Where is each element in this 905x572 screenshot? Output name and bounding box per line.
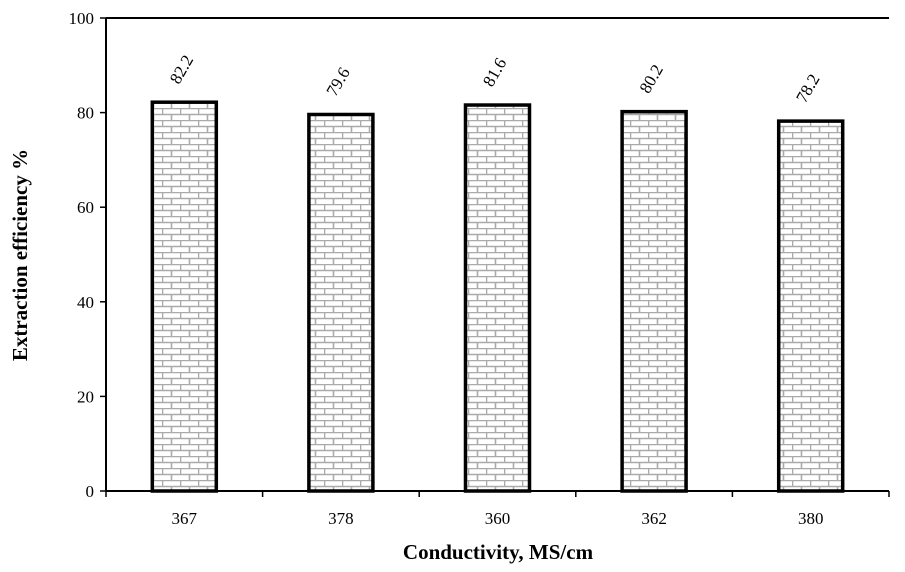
data-label-group: 82.2 79.6 81.6 80.2 78.2 xyxy=(166,52,824,106)
bar xyxy=(776,119,845,493)
bar xyxy=(150,100,219,493)
bar xyxy=(463,103,532,493)
bar xyxy=(620,109,688,493)
x-tick-label: 378 xyxy=(328,509,354,528)
x-tick-group: 367 378 360 362 380 xyxy=(105,491,890,528)
y-tick-label: 40 xyxy=(77,293,94,312)
y-axis-title: Extraction efficiency % xyxy=(8,149,32,361)
y-tick-label: 100 xyxy=(69,9,95,28)
y-tick-label: 80 xyxy=(77,104,94,123)
data-label: 78.2 xyxy=(792,71,823,106)
x-axis-title: Conductivity, MS/cm xyxy=(403,540,594,564)
data-label: 79.6 xyxy=(322,64,353,99)
x-tick-label: 362 xyxy=(641,509,667,528)
x-tick-label: 360 xyxy=(485,509,511,528)
x-tick-label: 367 xyxy=(172,509,198,528)
data-label: 81.6 xyxy=(479,55,510,90)
data-label: 80.2 xyxy=(636,61,667,96)
y-tick-label: 20 xyxy=(77,387,94,406)
y-tick-label: 0 xyxy=(86,482,95,501)
data-label: 82.2 xyxy=(166,52,197,87)
y-tick-group: 0 20 40 60 80 100 xyxy=(69,9,106,501)
y-tick-label: 60 xyxy=(77,198,94,217)
bar-group xyxy=(150,100,845,493)
x-tick-label: 380 xyxy=(798,509,824,528)
bar xyxy=(307,112,375,493)
